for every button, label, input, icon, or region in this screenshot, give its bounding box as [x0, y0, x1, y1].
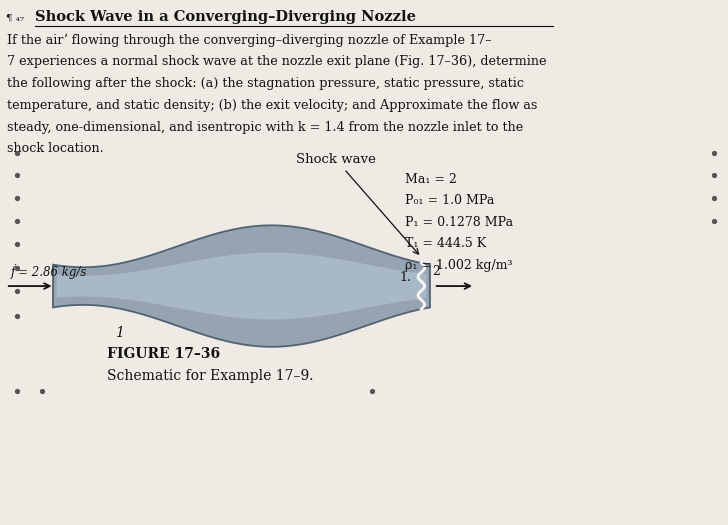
Text: shock location.: shock location. [7, 142, 104, 155]
Text: P₀₁ = 1.0 MPa: P₀₁ = 1.0 MPa [405, 194, 494, 207]
Text: Schematic for Example 17–9.: Schematic for Example 17–9. [107, 369, 314, 383]
Text: 1.: 1. [400, 271, 411, 284]
Polygon shape [57, 253, 427, 320]
Text: 2: 2 [432, 265, 440, 278]
Text: steady, one-dimensional, and isentropic with k = 1.4 from the nozzle inlet to th: steady, one-dimensional, and isentropic … [7, 121, 523, 133]
Text: Ma₁ = 2: Ma₁ = 2 [405, 173, 456, 186]
Text: the following after the shock: (a) the stagnation pressure, static pressure, sta: the following after the shock: (a) the s… [7, 77, 524, 90]
Text: Shock wave: Shock wave [296, 153, 419, 254]
Text: Shock Wave in a Converging–Diverging Nozzle: Shock Wave in a Converging–Diverging Noz… [35, 9, 416, 24]
Text: If the airʼ flowing through the converging–diverging nozzle of Example 17–: If the airʼ flowing through the convergi… [7, 34, 492, 47]
Text: temperature, and static density; (b) the exit velocity; and Approximate the flow: temperature, and static density; (b) the… [7, 99, 538, 112]
Text: T₁ = 444.5 K: T₁ = 444.5 K [405, 237, 486, 250]
Text: 1: 1 [114, 326, 124, 340]
Text: ¶ ₄₇: ¶ ₄₇ [6, 14, 24, 23]
Polygon shape [53, 225, 430, 347]
Text: FIGURE 17–36: FIGURE 17–36 [107, 347, 221, 361]
Text: 7 experiences a normal shock wave at the nozzle exit plane (Fig. 17–36), determi: 7 experiences a normal shock wave at the… [7, 55, 547, 68]
Text: ρ₁ = 1.002 kg/m³: ρ₁ = 1.002 kg/m³ [405, 259, 512, 272]
Text: P₁ = 0.1278 MPa: P₁ = 0.1278 MPa [405, 216, 513, 229]
Text: ḟ = 2.86 kg/s: ḟ = 2.86 kg/s [11, 264, 87, 279]
